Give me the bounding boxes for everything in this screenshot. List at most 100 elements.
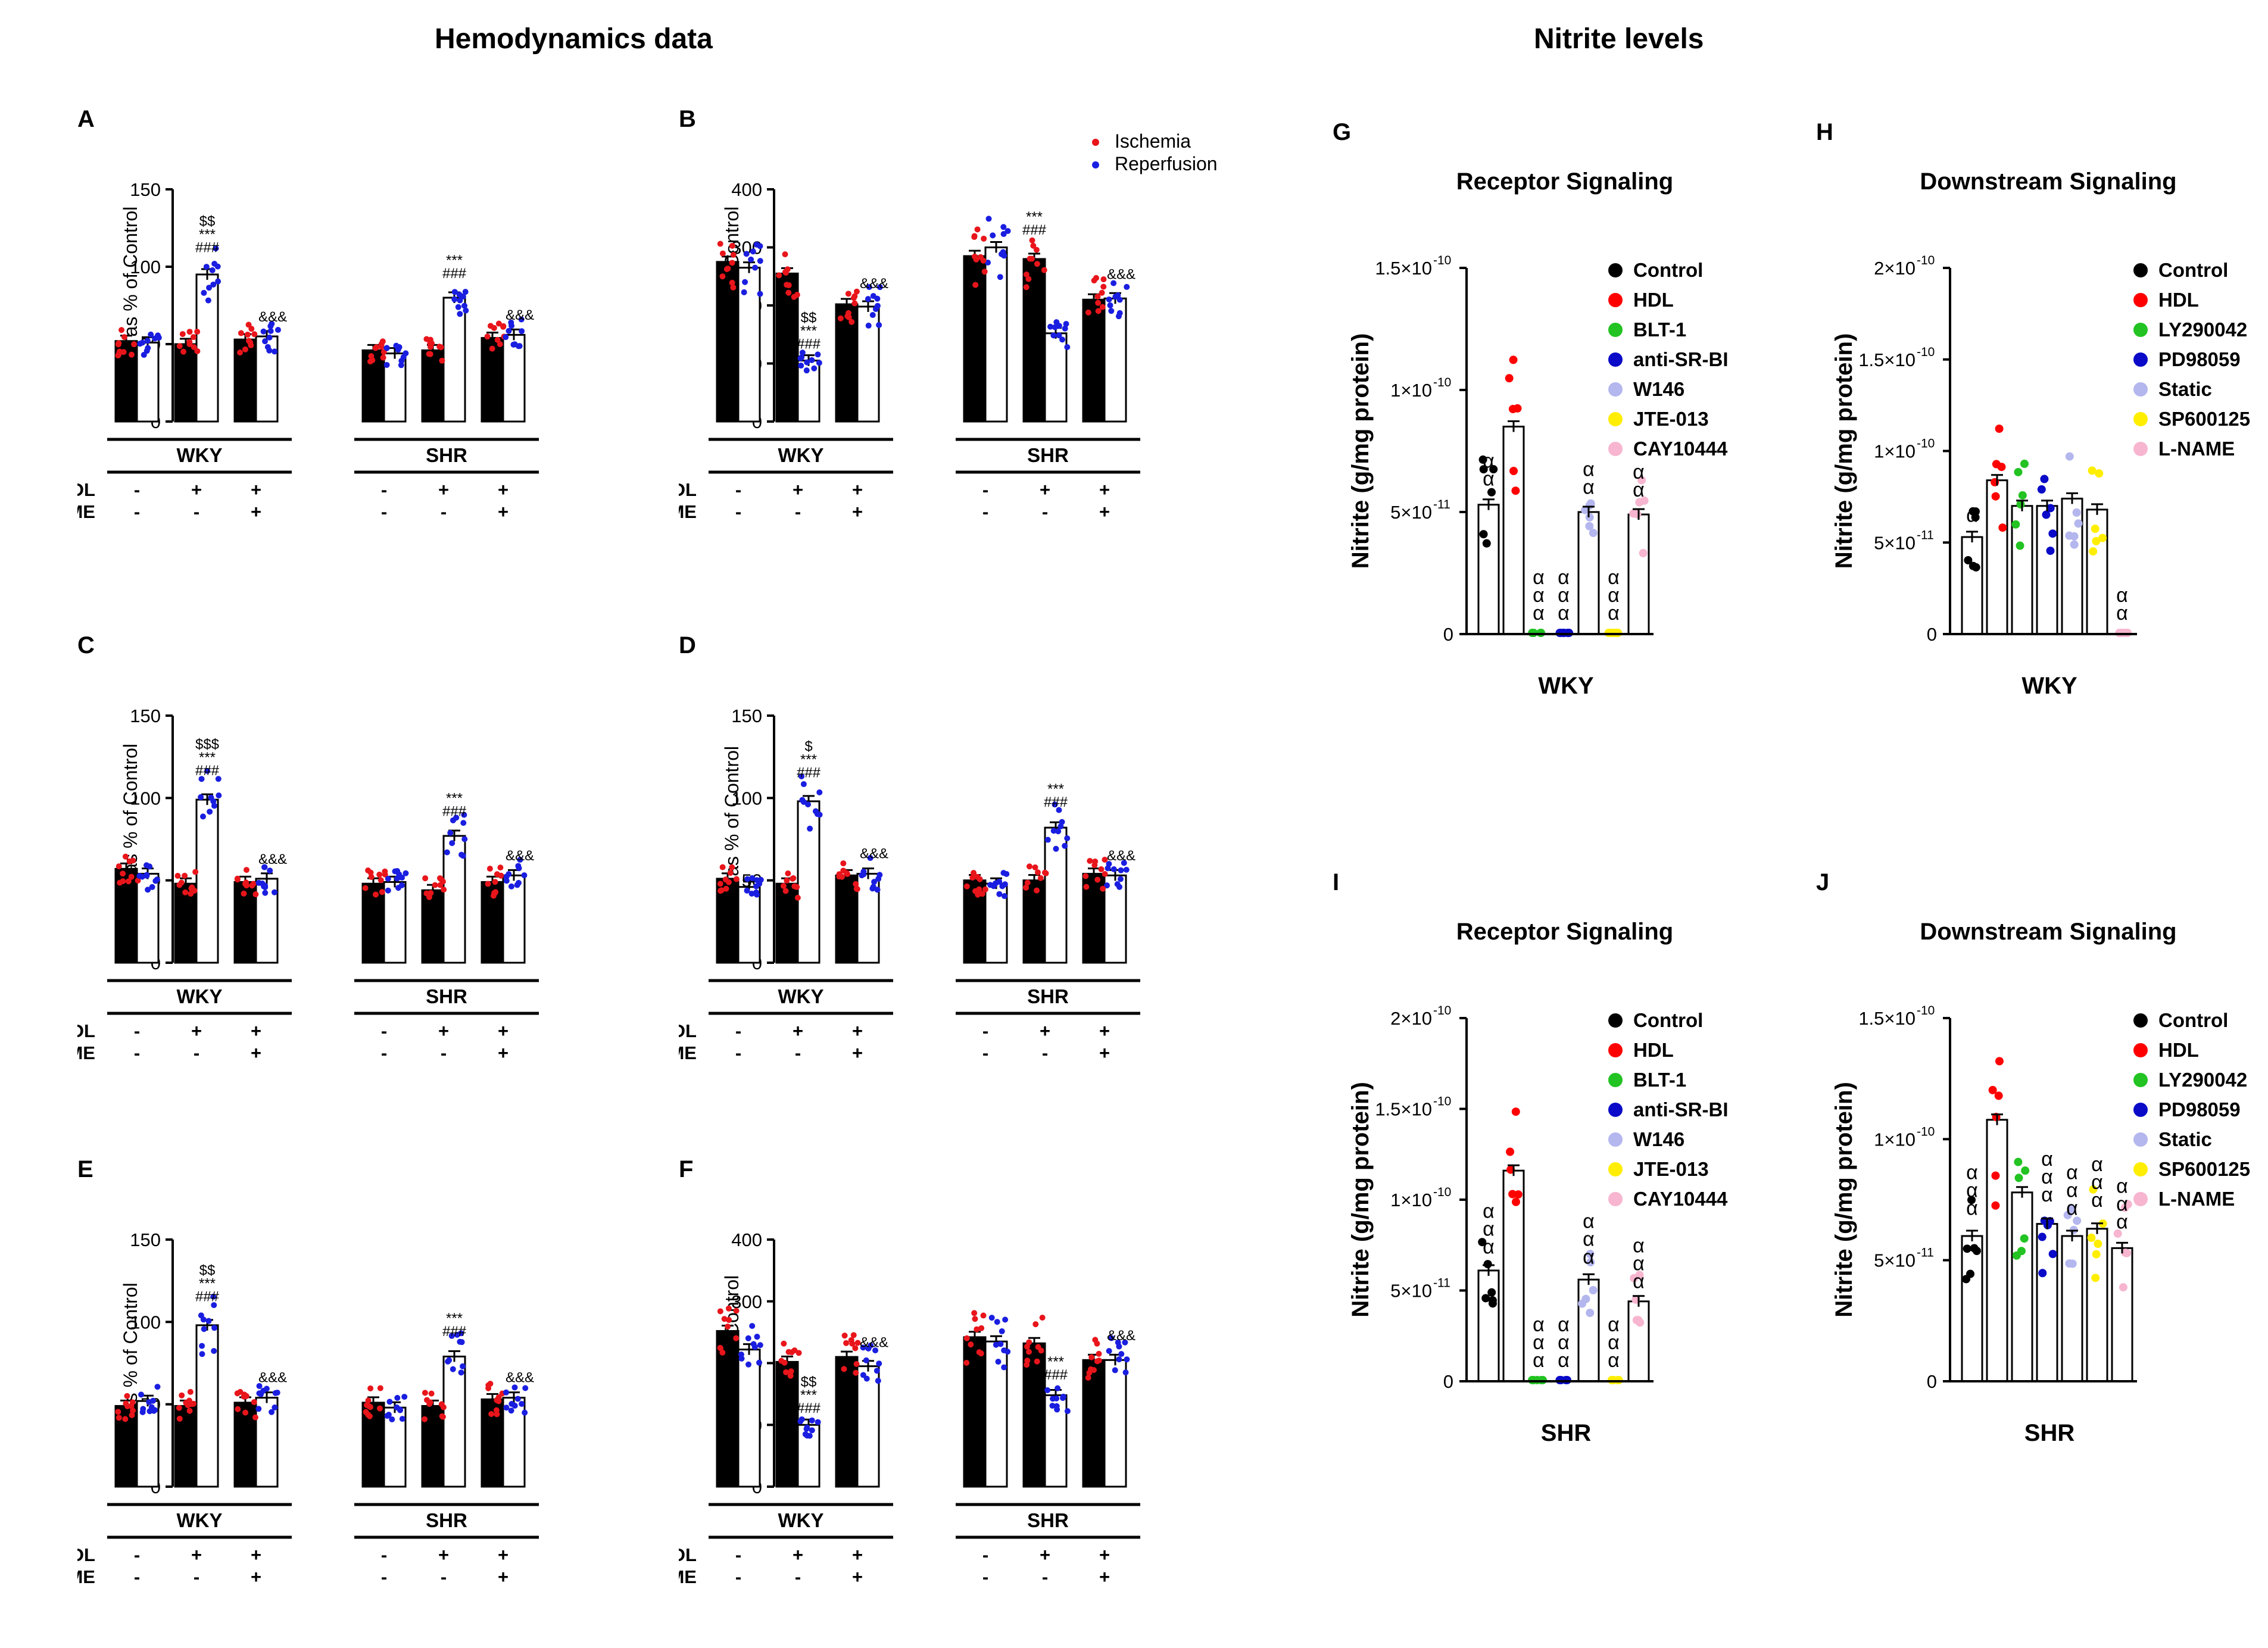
f-cond-hdl: + [1099, 1544, 1110, 1565]
e-bar-reperfusion [442, 1355, 466, 1488]
d-dot-ischemia [1023, 884, 1030, 891]
c-significance-mark: ### [442, 803, 467, 819]
c-dot-ischemia [241, 890, 247, 897]
c-dot-reperfusion [204, 767, 211, 774]
b-dot-ischemia [782, 270, 789, 276]
h-dot-sp600125 [2092, 536, 2101, 545]
c-dot-reperfusion [515, 879, 522, 886]
e-dot-reperfusion [503, 1389, 510, 1396]
f-dot-reperfusion [756, 1359, 763, 1366]
i-significance-alpha: α [1583, 1210, 1595, 1233]
f-dot-ischemia [1096, 1350, 1102, 1357]
i-significance-alpha: α [1558, 1331, 1570, 1354]
e-dot-ischemia [124, 1403, 131, 1409]
d-dot-ischemia [853, 885, 860, 892]
f-significance-mark: &&& [860, 1334, 888, 1350]
f-dot-reperfusion [860, 1372, 866, 1378]
d-dot-ischemia [1098, 866, 1105, 872]
g-legend-marker-cay10444 [1608, 442, 1623, 456]
g-legend-label-hdl: HDL [1633, 289, 1674, 311]
d-dot-ischemia [784, 877, 790, 884]
a-dot-ischemia [121, 334, 127, 341]
b-dot-reperfusion [1000, 224, 1007, 230]
h-bar-static [2061, 497, 2083, 635]
a-dot-ischemia [436, 344, 443, 350]
f-dot-reperfusion [1112, 1367, 1118, 1374]
e-dot-ischemia [367, 1385, 374, 1391]
f-dot-ischemia [978, 1350, 984, 1357]
a-dot-reperfusion [506, 327, 512, 334]
b-significance-mark: *** [1026, 209, 1043, 225]
e-dot-reperfusion [397, 1407, 404, 1413]
d-dot-reperfusion [996, 891, 1003, 897]
f-dot-reperfusion [1059, 1395, 1066, 1402]
a-cond-label-hdl: HDL [77, 479, 95, 500]
d-dot-ischemia [785, 870, 791, 877]
c-dot-reperfusion [198, 794, 204, 800]
c-dot-reperfusion [447, 829, 454, 836]
g-dot-hdl [1511, 486, 1520, 495]
b-dot-ischemia [851, 300, 858, 307]
f-cond-lname: + [852, 1566, 863, 1587]
b-group-label: SHR [1027, 444, 1069, 466]
g-dot-cay10444 [1629, 509, 1638, 518]
h-bar-control [1961, 536, 1983, 635]
d-cond-lname: - [795, 1043, 801, 1063]
b-dot-reperfusion [1000, 231, 1007, 238]
f-dot-ischemia [783, 1369, 790, 1375]
e-dot-ischemia [377, 1385, 383, 1391]
e-dot-ischemia [365, 1397, 372, 1404]
f-dot-ischemia [849, 1340, 856, 1347]
d-dot-ischemia [971, 870, 977, 876]
h-dot-sp600125 [2088, 466, 2097, 475]
d-group-label: SHR [1027, 985, 1069, 1007]
b-dot-reperfusion [809, 357, 815, 363]
b-dot-reperfusion [803, 367, 810, 374]
e-dot-reperfusion [458, 1369, 464, 1376]
a-bar-reperfusion [136, 341, 160, 423]
e-y-tick-label: 150 [130, 1229, 161, 1250]
f-dot-ischemia [778, 1357, 785, 1364]
c-dot-ischemia [372, 891, 379, 898]
a-dot-ischemia [427, 351, 433, 357]
i-y-tick-label: 5×10 [1390, 1281, 1432, 1301]
i-dot-cay10444 [1630, 1274, 1639, 1282]
f-dot-ischemia [974, 1326, 980, 1332]
h-legend-marker-ly290042 [2133, 323, 2148, 337]
g-dot-w146 [1585, 513, 1594, 522]
a-dot-reperfusion [205, 297, 211, 304]
i-y-tick-exponent: -10 [1433, 1004, 1451, 1017]
a-dot-reperfusion [262, 338, 269, 345]
f-dot-ischemia [1024, 1362, 1030, 1368]
b-significance-mark: ### [797, 336, 821, 352]
b-dot-reperfusion [985, 216, 992, 222]
h-significance-alpha: α [2116, 602, 2128, 625]
f-dot-reperfusion [1116, 1356, 1122, 1363]
e-dot-ischemia [440, 1404, 447, 1410]
g-y-tick-exponent: -10 [1433, 376, 1451, 389]
g-y-tick-label: 0 [1443, 624, 1453, 645]
e-dot-ischemia [494, 1411, 500, 1418]
c-bar-ischemia [421, 889, 445, 964]
h-x-label: WKY [2021, 673, 2077, 699]
c-dot-reperfusion [508, 883, 514, 889]
panel-j-label: J [1816, 869, 1830, 895]
d-dot-ischemia [853, 881, 859, 887]
b-dot-ischemia [1095, 308, 1102, 314]
i-significance-alpha: α [1583, 1228, 1595, 1251]
j-dot-pd98059 [2038, 1232, 2046, 1241]
d-cond-lname: - [982, 1043, 988, 1063]
f-dot-reperfusion [997, 1341, 1004, 1347]
a-cond-lname: + [251, 501, 261, 522]
a-dot-reperfusion [451, 289, 458, 295]
a-y-tick-label: 150 [130, 179, 161, 200]
f-dot-reperfusion [875, 1378, 881, 1384]
b-dot-reperfusion [874, 302, 881, 309]
a-dot-reperfusion [143, 348, 150, 354]
e-cond-label-lname: L-NAME [77, 1566, 95, 1587]
b-dot-reperfusion [757, 258, 763, 264]
b-dot-reperfusion [742, 279, 748, 285]
d-dot-reperfusion [1053, 845, 1059, 852]
d-dot-reperfusion [744, 887, 750, 894]
a-dot-ischemia [495, 320, 502, 327]
